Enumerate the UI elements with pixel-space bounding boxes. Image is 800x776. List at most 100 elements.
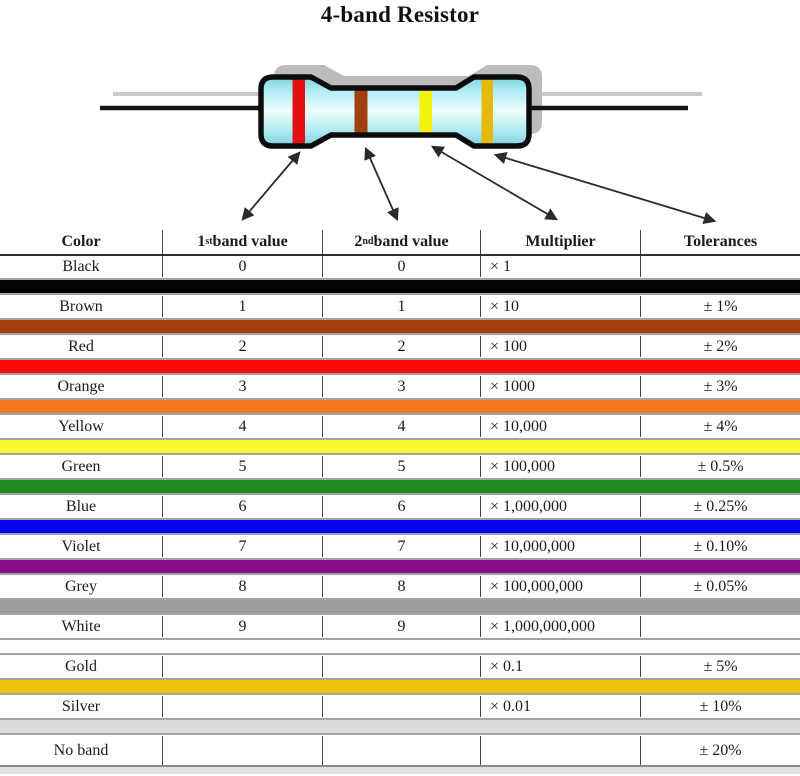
- color-name-cell: Orange: [57, 377, 105, 395]
- table-row: Black 0 0 × 1: [0, 256, 800, 277]
- band1-value-cell: 3: [162, 376, 322, 397]
- header-tolerances-label: Tolerances: [683, 233, 758, 250]
- table-row: Yellow 4 4 × 10,000 ± 4%: [0, 416, 800, 437]
- band1-value-cell: 4: [162, 416, 322, 437]
- color-name-cell: Yellow: [58, 417, 104, 435]
- multiplier-cell: × 10,000: [480, 416, 640, 437]
- band1-value-cell: [162, 736, 322, 765]
- table-row: Green 5 5 × 100,000 ± 0.5%: [0, 456, 800, 477]
- color-stripe: [0, 278, 800, 295]
- band-arrow-3: [430, 145, 559, 221]
- color-stripe: [0, 438, 800, 455]
- color-name-cell: Brown: [59, 297, 103, 315]
- tolerance-cell: ± 0.5%: [640, 456, 800, 477]
- tolerance-cell: [640, 616, 800, 637]
- band2-value-cell: 6: [322, 496, 480, 517]
- band1-value-cell: 2: [162, 336, 322, 357]
- color-stripe: [0, 638, 800, 655]
- color-name-cell: Blue: [65, 497, 97, 515]
- band1-value-cell: 0: [162, 256, 322, 277]
- band2-value-cell: 8: [322, 576, 480, 597]
- table-row: Gold × 0.1 ± 5%: [0, 656, 800, 677]
- multiplier-cell: × 100: [480, 336, 640, 357]
- multiplier-cell: [480, 736, 640, 765]
- color-stripe: [0, 398, 800, 415]
- multiplier-cell: × 100,000: [480, 456, 640, 477]
- band2-value-cell: [322, 736, 480, 765]
- header-band2-suffix: band value: [373, 233, 449, 250]
- resistor-diagram: [100, 65, 717, 225]
- tolerance-cell: ± 1%: [640, 296, 800, 317]
- tolerance-cell: ± 5%: [640, 656, 800, 677]
- band2-value-cell: 9: [322, 616, 480, 637]
- band1-value-cell: 7: [162, 536, 322, 557]
- band2-value-cell: 7: [322, 536, 480, 557]
- tolerance-cell: ± 0.05%: [640, 576, 800, 597]
- tolerance-cell: ± 2%: [640, 336, 800, 357]
- table-row: Violet 7 7 × 10,000,000 ± 0.10%: [0, 536, 800, 557]
- resistor-body: [261, 77, 529, 146]
- header-color: Color: [0, 230, 162, 254]
- color-stripe: [0, 558, 800, 575]
- band1-value-cell: 6: [162, 496, 322, 517]
- multiplier-cell: × 1: [480, 256, 640, 277]
- table-row: Orange 3 3 × 1000 ± 3%: [0, 376, 800, 397]
- table-row: Red 2 2 × 100 ± 2%: [0, 336, 800, 357]
- resistor-band-2: [354, 77, 368, 146]
- table-row: White 9 9 × 1,000,000,000: [0, 616, 800, 637]
- color-stripe: [0, 358, 800, 375]
- band2-value-cell: 5: [322, 456, 480, 477]
- color-name-cell: Violet: [61, 537, 101, 555]
- resistor-band-4: [481, 77, 493, 146]
- multiplier-cell: × 100,000,000: [480, 576, 640, 597]
- band1-value-cell: 8: [162, 576, 322, 597]
- color-name-cell: Gold: [65, 657, 97, 675]
- band1-value-cell: 9: [162, 616, 322, 637]
- diagram-section: 4-band Resistor: [0, 0, 800, 230]
- header-band2-prefix: 2: [354, 233, 363, 250]
- color-name-cell: Grey: [65, 577, 97, 595]
- multiplier-cell: × 1,000,000,000: [480, 616, 640, 637]
- band2-value-cell: 0: [322, 256, 480, 277]
- color-name-cell: Silver: [61, 697, 101, 715]
- table-row: Silver × 0.01 ± 10%: [0, 696, 800, 717]
- table-row: Brown 1 1 × 10 ± 1%: [0, 296, 800, 317]
- table-body: Black 0 0 × 1 Brown 1 1 × 10 ± 1% Red 2 …: [0, 256, 800, 767]
- color-name-cell: Black: [62, 257, 100, 275]
- tolerance-cell: ± 0.10%: [640, 536, 800, 557]
- color-name-cell: White: [61, 617, 101, 635]
- color-stripe: [0, 518, 800, 535]
- band-arrow-4: [493, 151, 717, 225]
- tolerance-cell: ± 3%: [640, 376, 800, 397]
- multiplier-cell: × 10: [480, 296, 640, 317]
- band-arrow-1: [241, 151, 301, 221]
- color-stripe: [0, 718, 800, 735]
- header-band1-prefix: 1: [197, 233, 206, 250]
- band1-value-cell: 1: [162, 296, 322, 317]
- tolerance-cell: ± 10%: [640, 696, 800, 717]
- band1-value-cell: 5: [162, 456, 322, 477]
- color-name-cell: No band: [53, 741, 109, 759]
- bottom-edge-stripe: [0, 767, 800, 774]
- color-stripe: [0, 678, 800, 695]
- tolerance-cell: [640, 256, 800, 277]
- table-row: Blue 6 6 × 1,000,000 ± 0.25%: [0, 496, 800, 517]
- multiplier-cell: × 10,000,000: [480, 536, 640, 557]
- color-name-cell: Green: [61, 457, 101, 475]
- resistor-band-1: [292, 77, 305, 146]
- band-arrow-2: [364, 146, 399, 222]
- tolerance-cell: ± 0.25%: [640, 496, 800, 517]
- header-color-label: Color: [61, 233, 101, 250]
- header-tolerances: Tolerances: [640, 230, 800, 254]
- multiplier-cell: × 1000: [480, 376, 640, 397]
- table-row: Grey 8 8 × 100,000,000 ± 0.05%: [0, 576, 800, 597]
- multiplier-cell: × 0.1: [480, 656, 640, 677]
- band1-value-cell: [162, 656, 322, 677]
- multiplier-cell: × 0.01: [480, 696, 640, 717]
- page-title: 4-band Resistor: [320, 2, 480, 27]
